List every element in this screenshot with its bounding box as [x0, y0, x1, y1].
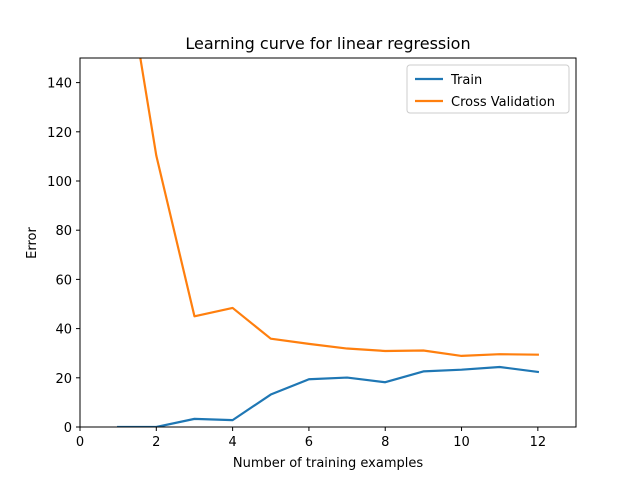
legend-box — [406, 64, 570, 114]
chart-title: Learning curve for linear regression — [185, 34, 470, 53]
y-tick-label: 80 — [55, 224, 72, 239]
x-tick-label: 8 — [381, 435, 389, 450]
y-tick-label: 40 — [55, 323, 72, 338]
x-tick-label: 6 — [305, 435, 313, 450]
legend-label: Train — [450, 73, 482, 88]
x-tick-label: 12 — [530, 435, 547, 450]
y-axis-label: Error — [25, 227, 40, 259]
x-tick-label: 10 — [453, 435, 470, 450]
y-tick-label: 60 — [55, 273, 72, 288]
y-tick-label: 140 — [47, 77, 72, 92]
y-tick-label: 0 — [64, 421, 72, 436]
series-line-train — [117, 365, 540, 427]
x-tick-label: 4 — [228, 435, 236, 450]
y-tick-label: 120 — [47, 126, 72, 141]
x-tick-label: 0 — [76, 435, 84, 450]
legend: Train Cross Validation — [406, 64, 570, 114]
x-axis-label: Number of training examples — [233, 456, 423, 471]
plot-lines — [117, 58, 540, 427]
legend-label: Cross Validation — [451, 95, 555, 110]
plot-frame — [79, 57, 577, 428]
x-tick-label: 2 — [152, 435, 160, 450]
y-tick-label: 20 — [55, 372, 72, 387]
x-axis: 0 2 4 6 8 10 12 — [76, 427, 546, 450]
series-line-cross-validation — [139, 58, 539, 358]
y-tick-label: 100 — [47, 175, 72, 190]
y-axis: 0 20 40 60 80 100 120 140 — [47, 77, 80, 436]
